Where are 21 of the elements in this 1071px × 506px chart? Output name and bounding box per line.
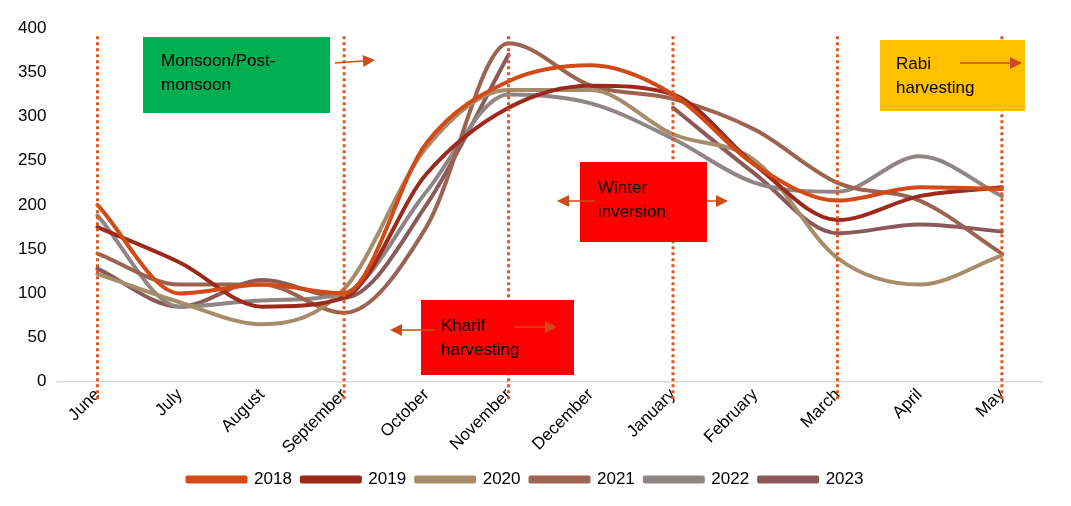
legend-label: 2018 xyxy=(254,469,292,489)
y-tick-label: 400 xyxy=(17,17,47,37)
legend-label: 2019 xyxy=(368,469,407,489)
y-tick-label: 150 xyxy=(17,238,47,258)
legend-label: 2022 xyxy=(711,469,750,489)
x-tick-label: May xyxy=(971,384,1009,421)
y-tick-label: 350 xyxy=(17,62,47,82)
y-tick-label: 50 xyxy=(27,327,47,347)
y-tick-label: 200 xyxy=(17,194,47,214)
legend-label: 2020 xyxy=(482,469,521,489)
legend-label: 2023 xyxy=(825,469,864,489)
note-box: Kharif harvesting xyxy=(421,300,574,375)
y-tick-label: 250 xyxy=(17,150,47,170)
legend-label: 2021 xyxy=(597,469,635,489)
y-tick-label: 100 xyxy=(17,283,47,303)
x-tick-label: July xyxy=(151,384,187,420)
note-box: Monsoon/Post- monsoon xyxy=(143,37,330,113)
note-box: Rabi harvesting xyxy=(880,40,1025,111)
y-tick-label: 0 xyxy=(36,371,47,391)
y-tick-label: 300 xyxy=(17,106,47,126)
note-box: Winter inversion xyxy=(580,162,707,242)
